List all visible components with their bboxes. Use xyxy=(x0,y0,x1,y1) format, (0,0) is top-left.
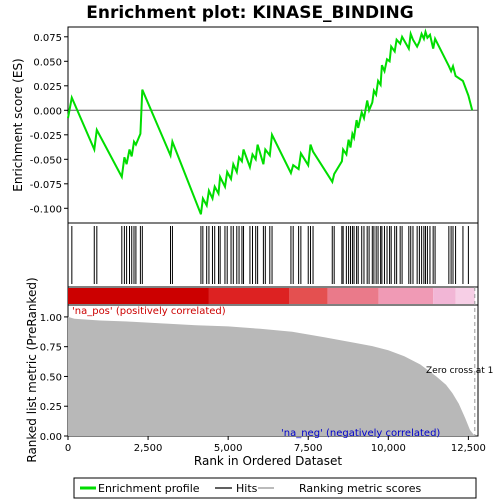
metric-y-axis: 0.00 0.25 0.50 0.75 1.00 xyxy=(40,313,68,443)
metric-y-tick-label: 0.25 xyxy=(40,402,62,413)
es-y-label: Enrichment score (ES) xyxy=(11,58,25,191)
metric-area xyxy=(68,316,475,436)
metric-x-tick-label: 7,500 xyxy=(294,443,323,454)
es-y-axis: 0.075 0.050 0.025 0.000 -0.025 -0.050 -0.075 -0… xyxy=(30,33,68,215)
metric-x-tick-label: 12,500 xyxy=(451,443,486,454)
legend: Enrichment profile Hits Ranking metric s… xyxy=(73,477,477,499)
hit-lines xyxy=(71,226,469,284)
colorbar-segments xyxy=(68,288,475,304)
colorbar-segment xyxy=(327,288,379,304)
na-neg-label: 'na_neg' (negatively correlated) xyxy=(281,428,440,439)
colorbar-segment xyxy=(455,288,475,304)
chart-title: Enrichment plot: KINASE_BINDING xyxy=(86,3,413,23)
es-panel: 0.075 0.050 0.025 0.000 -0.025 -0.050 -0.075 -0… xyxy=(11,26,479,224)
metric-x-axis: 0 2,500 5,000 7,500 10,000 12,500 xyxy=(65,436,486,454)
metric-y-tick-label: 0.75 xyxy=(40,343,62,354)
colorbar-segment xyxy=(289,288,328,304)
metric-x-tick-label: 10,000 xyxy=(371,443,406,454)
legend-hits-label: Hits xyxy=(236,482,258,495)
es-y-tick-label: -0.025 xyxy=(30,131,62,142)
colorbar-segment xyxy=(433,288,456,304)
metric-x-tick-label: 0 xyxy=(65,443,71,454)
metric-x-tick-label: 2,500 xyxy=(134,443,163,454)
legend-metric-label: Ranking metric scores xyxy=(299,482,421,495)
es-y-tick-label: -0.075 xyxy=(30,180,62,191)
metric-x-tick-label: 5,000 xyxy=(214,443,243,454)
hits-panel xyxy=(67,222,479,288)
es-plot-frame xyxy=(67,26,479,224)
metric-y-tick-label: 0.50 xyxy=(40,372,62,383)
es-y-tick-label: 0.075 xyxy=(33,33,62,44)
es-y-tick-label: -0.100 xyxy=(30,204,62,215)
colorbar-segment xyxy=(378,288,434,304)
rank-colorbar xyxy=(67,286,479,306)
es-y-tick-label: -0.050 xyxy=(30,155,62,166)
metric-panel: 0.00 0.25 0.50 0.75 1.00 0 2,500 5,000 7,500 10,… xyxy=(25,277,493,468)
colorbar-segment xyxy=(208,288,290,304)
metric-y-tick-label: 0.00 xyxy=(40,432,62,443)
metric-y-label: Ranked list metric (PreRanked) xyxy=(25,277,39,462)
colorbar-segment xyxy=(68,288,209,304)
metric-y-tick-label: 1.00 xyxy=(40,313,62,324)
metric-x-label: Rank in Ordered Dataset xyxy=(194,454,342,468)
legend-frame xyxy=(73,477,477,499)
es-y-tick-label: 0.025 xyxy=(33,82,62,93)
es-y-tick-label: 0.050 xyxy=(33,57,62,68)
es-profile-line xyxy=(67,28,474,215)
na-pos-label: 'na_pos' (positively correlated) xyxy=(72,306,226,317)
zero-cross-label: Zero cross at 1 xyxy=(426,366,493,376)
es-y-tick-label: 0.000 xyxy=(33,106,62,117)
legend-enrichment-label: Enrichment profile xyxy=(98,482,200,495)
